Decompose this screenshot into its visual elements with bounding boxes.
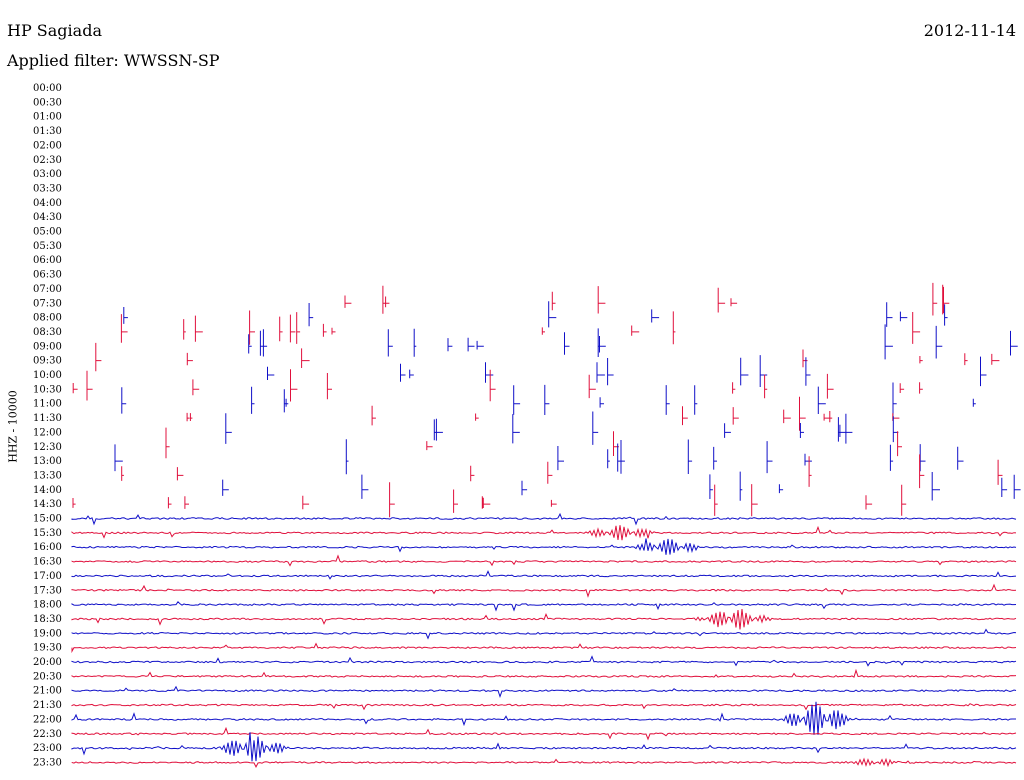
time-tick-label: 07:30	[33, 298, 62, 309]
time-tick-label: 10:00	[33, 370, 62, 381]
time-tick-label: 16:30	[33, 557, 62, 568]
trace-row	[71, 525, 1017, 541]
time-tick-label: 07:00	[33, 284, 62, 295]
time-tick-label: 06:30	[33, 270, 62, 281]
time-tick-label: 03:00	[33, 169, 62, 180]
time-tick-label: 02:00	[33, 140, 62, 151]
filter-subtitle: Applied filter: WWSSN-SP	[7, 51, 220, 70]
trace-row	[120, 310, 921, 345]
trace-row	[186, 396, 900, 431]
time-tick-label: 20:00	[33, 657, 62, 668]
trace-row	[71, 554, 1017, 567]
trace-row	[72, 482, 907, 518]
time-tick-label: 09:00	[33, 341, 62, 352]
trace-row	[71, 608, 1017, 630]
trace-row	[121, 382, 976, 417]
trace-row	[222, 471, 1021, 501]
time-tick-label: 02:30	[33, 155, 62, 166]
trace-row	[267, 355, 987, 387]
time-tick-label: 08:00	[33, 313, 62, 324]
trace-row	[71, 757, 1017, 769]
trace-row	[165, 427, 902, 459]
time-tick-label: 09:30	[33, 356, 62, 367]
trace-row	[71, 583, 1017, 598]
time-tick-label: 13:00	[33, 456, 62, 467]
time-tick-label: 17:00	[33, 571, 62, 582]
time-tick-label: 05:30	[33, 241, 62, 252]
trace-row	[121, 454, 1003, 489]
trace-row	[72, 369, 923, 402]
time-tick-label: 01:30	[33, 126, 62, 137]
trace-row	[71, 642, 1017, 654]
trace-row	[71, 628, 1017, 640]
trace-row	[114, 439, 964, 475]
trace-rows	[71, 282, 1021, 769]
time-tick-labels: 00:00 00:30 01:00 01:30 02:00 02:30 03:00 03:30…	[33, 83, 62, 768]
time-tick-label: 21:00	[33, 686, 62, 697]
time-tick-label: 04:00	[33, 198, 62, 209]
time-tick-label: 17:30	[33, 585, 62, 596]
trace-row	[225, 411, 899, 445]
station-title: HP Sagiada	[7, 21, 102, 40]
time-tick-label: 11:30	[33, 413, 62, 424]
trace-row	[71, 570, 1017, 580]
trace-row	[248, 324, 1018, 360]
time-tick-label: 10:30	[33, 384, 62, 395]
time-tick-label: 18:30	[33, 614, 62, 625]
trace-row	[71, 655, 1017, 667]
time-tick-label: 00:00	[33, 83, 62, 94]
trace-row	[71, 668, 1017, 678]
time-tick-label: 13:30	[33, 470, 62, 481]
time-tick-label: 03:30	[33, 183, 62, 194]
time-tick-label: 08:30	[33, 327, 62, 338]
time-tick-label: 22:30	[33, 729, 62, 740]
time-tick-label: 16:00	[33, 542, 62, 553]
time-tick-label: 15:00	[33, 514, 62, 525]
time-tick-label: 19:30	[33, 643, 62, 654]
trace-row	[71, 726, 1017, 741]
time-tick-label: 18:00	[33, 600, 62, 611]
time-tick-label: 11:00	[33, 399, 62, 410]
trace-row	[71, 701, 1016, 735]
time-tick-label: 23:00	[33, 743, 62, 754]
time-tick-label: 14:30	[33, 499, 62, 510]
trace-row	[123, 301, 948, 328]
time-tick-label: 00:30	[33, 97, 62, 108]
date-label: 2012-11-14	[923, 21, 1016, 40]
time-tick-label: 20:30	[33, 671, 62, 682]
trace-row	[71, 703, 1017, 711]
time-tick-label: 15:30	[33, 528, 62, 539]
time-tick-label: 19:00	[33, 628, 62, 639]
time-tick-label: 04:30	[33, 212, 62, 223]
trace-row	[71, 732, 1017, 762]
time-tick-label: 01:00	[33, 112, 62, 123]
time-tick-label: 12:00	[33, 427, 62, 438]
time-tick-label: 23:30	[33, 757, 62, 768]
time-tick-label: 12:30	[33, 442, 62, 453]
time-tick-label: 14:00	[33, 485, 62, 496]
time-tick-label: 06:00	[33, 255, 62, 266]
time-tick-label: 21:30	[33, 700, 62, 711]
trace-row	[71, 538, 1017, 555]
trace-row	[71, 601, 1017, 612]
trace-row	[95, 342, 1000, 372]
trace-row	[344, 282, 950, 316]
trace-row	[71, 685, 1017, 699]
time-tick-label: 05:00	[33, 227, 62, 238]
trace-row	[71, 512, 1017, 526]
time-tick-label: 22:00	[33, 714, 62, 725]
